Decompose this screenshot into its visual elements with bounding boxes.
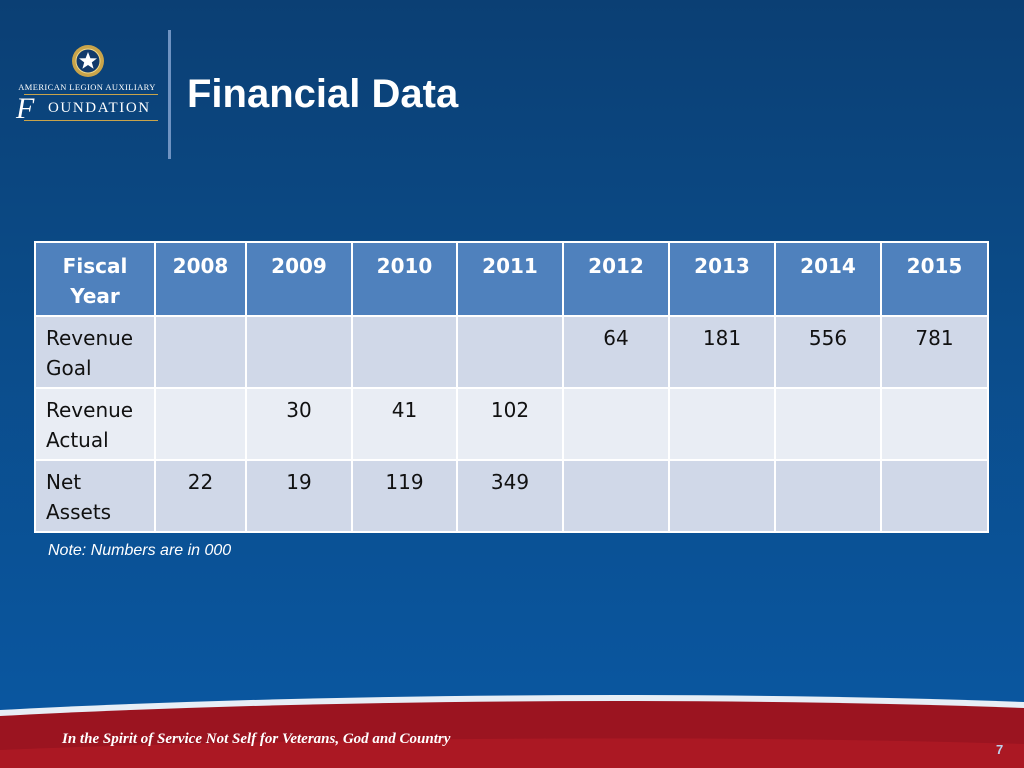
table-cell: 22 (154, 459, 247, 533)
table-cell: 556 (774, 315, 882, 389)
header-cell: 2015 (880, 241, 989, 317)
table-cell (668, 387, 776, 461)
header-cell: 2008 (154, 241, 247, 317)
table-cell (154, 387, 247, 461)
header-cell: 2013 (668, 241, 776, 317)
table-cell: 102 (456, 387, 564, 461)
row-label: Revenue Actual (34, 387, 156, 461)
table-cell (154, 315, 247, 389)
logo-rule-top (24, 94, 158, 95)
table-cell (668, 459, 776, 533)
table-note: Note: Numbers are in 000 (48, 542, 232, 559)
table-cell (245, 315, 353, 389)
table-cell: 119 (351, 459, 458, 533)
row-label: Revenue Goal (34, 315, 156, 389)
table-cell (456, 315, 564, 389)
legion-emblem-icon (72, 45, 104, 77)
table-cell: 41 (351, 387, 458, 461)
logo-organization-name: AMERICAN LEGION AUXILIARY (18, 82, 156, 92)
table-cell (562, 387, 670, 461)
header-cell: 2010 (351, 241, 458, 317)
header-cell: 2011 (456, 241, 564, 317)
table-row: Revenue Actual 30 41 102 (34, 387, 989, 461)
logo-rule-bottom (24, 120, 158, 121)
page-number: 7 (996, 742, 1004, 757)
slide-title: Financial Data (187, 72, 459, 116)
header-cell: 2014 (774, 241, 882, 317)
table-cell (562, 459, 670, 533)
table-cell (774, 387, 882, 461)
table-cell (880, 459, 989, 533)
table-cell: 64 (562, 315, 670, 389)
title-divider (168, 30, 171, 159)
footer-tagline: In the Spirit of Service Not Self for Ve… (62, 731, 451, 747)
table-cell: 19 (245, 459, 353, 533)
table-cell (880, 387, 989, 461)
foundation-logo: AMERICAN LEGION AUXILIARY F OUNDATION (14, 44, 160, 125)
header-cell: 2009 (245, 241, 353, 317)
table-header-row: Fiscal Year 2008 2009 2010 2011 2012 201… (34, 241, 989, 317)
table-cell (351, 315, 458, 389)
logo-wordmark: F OUNDATION (14, 92, 160, 125)
table-cell: 30 (245, 387, 353, 461)
table-cell: 349 (456, 459, 564, 533)
table-cell (774, 459, 882, 533)
table-cell: 781 (880, 315, 989, 389)
table-cell: 181 (668, 315, 776, 389)
header-cell: Fiscal Year (34, 241, 156, 317)
table-row: Net Assets 22 19 119 349 (34, 459, 989, 533)
logo-wordmark-initial: F (16, 92, 35, 125)
footer-band (0, 695, 1024, 768)
financial-table: Fiscal Year 2008 2009 2010 2011 2012 201… (34, 241, 989, 533)
row-label: Net Assets (34, 459, 156, 533)
table-row: Revenue Goal 64 181 556 781 (34, 315, 989, 389)
header-cell: 2012 (562, 241, 670, 317)
logo-wordmark-rest: OUNDATION (48, 100, 151, 116)
